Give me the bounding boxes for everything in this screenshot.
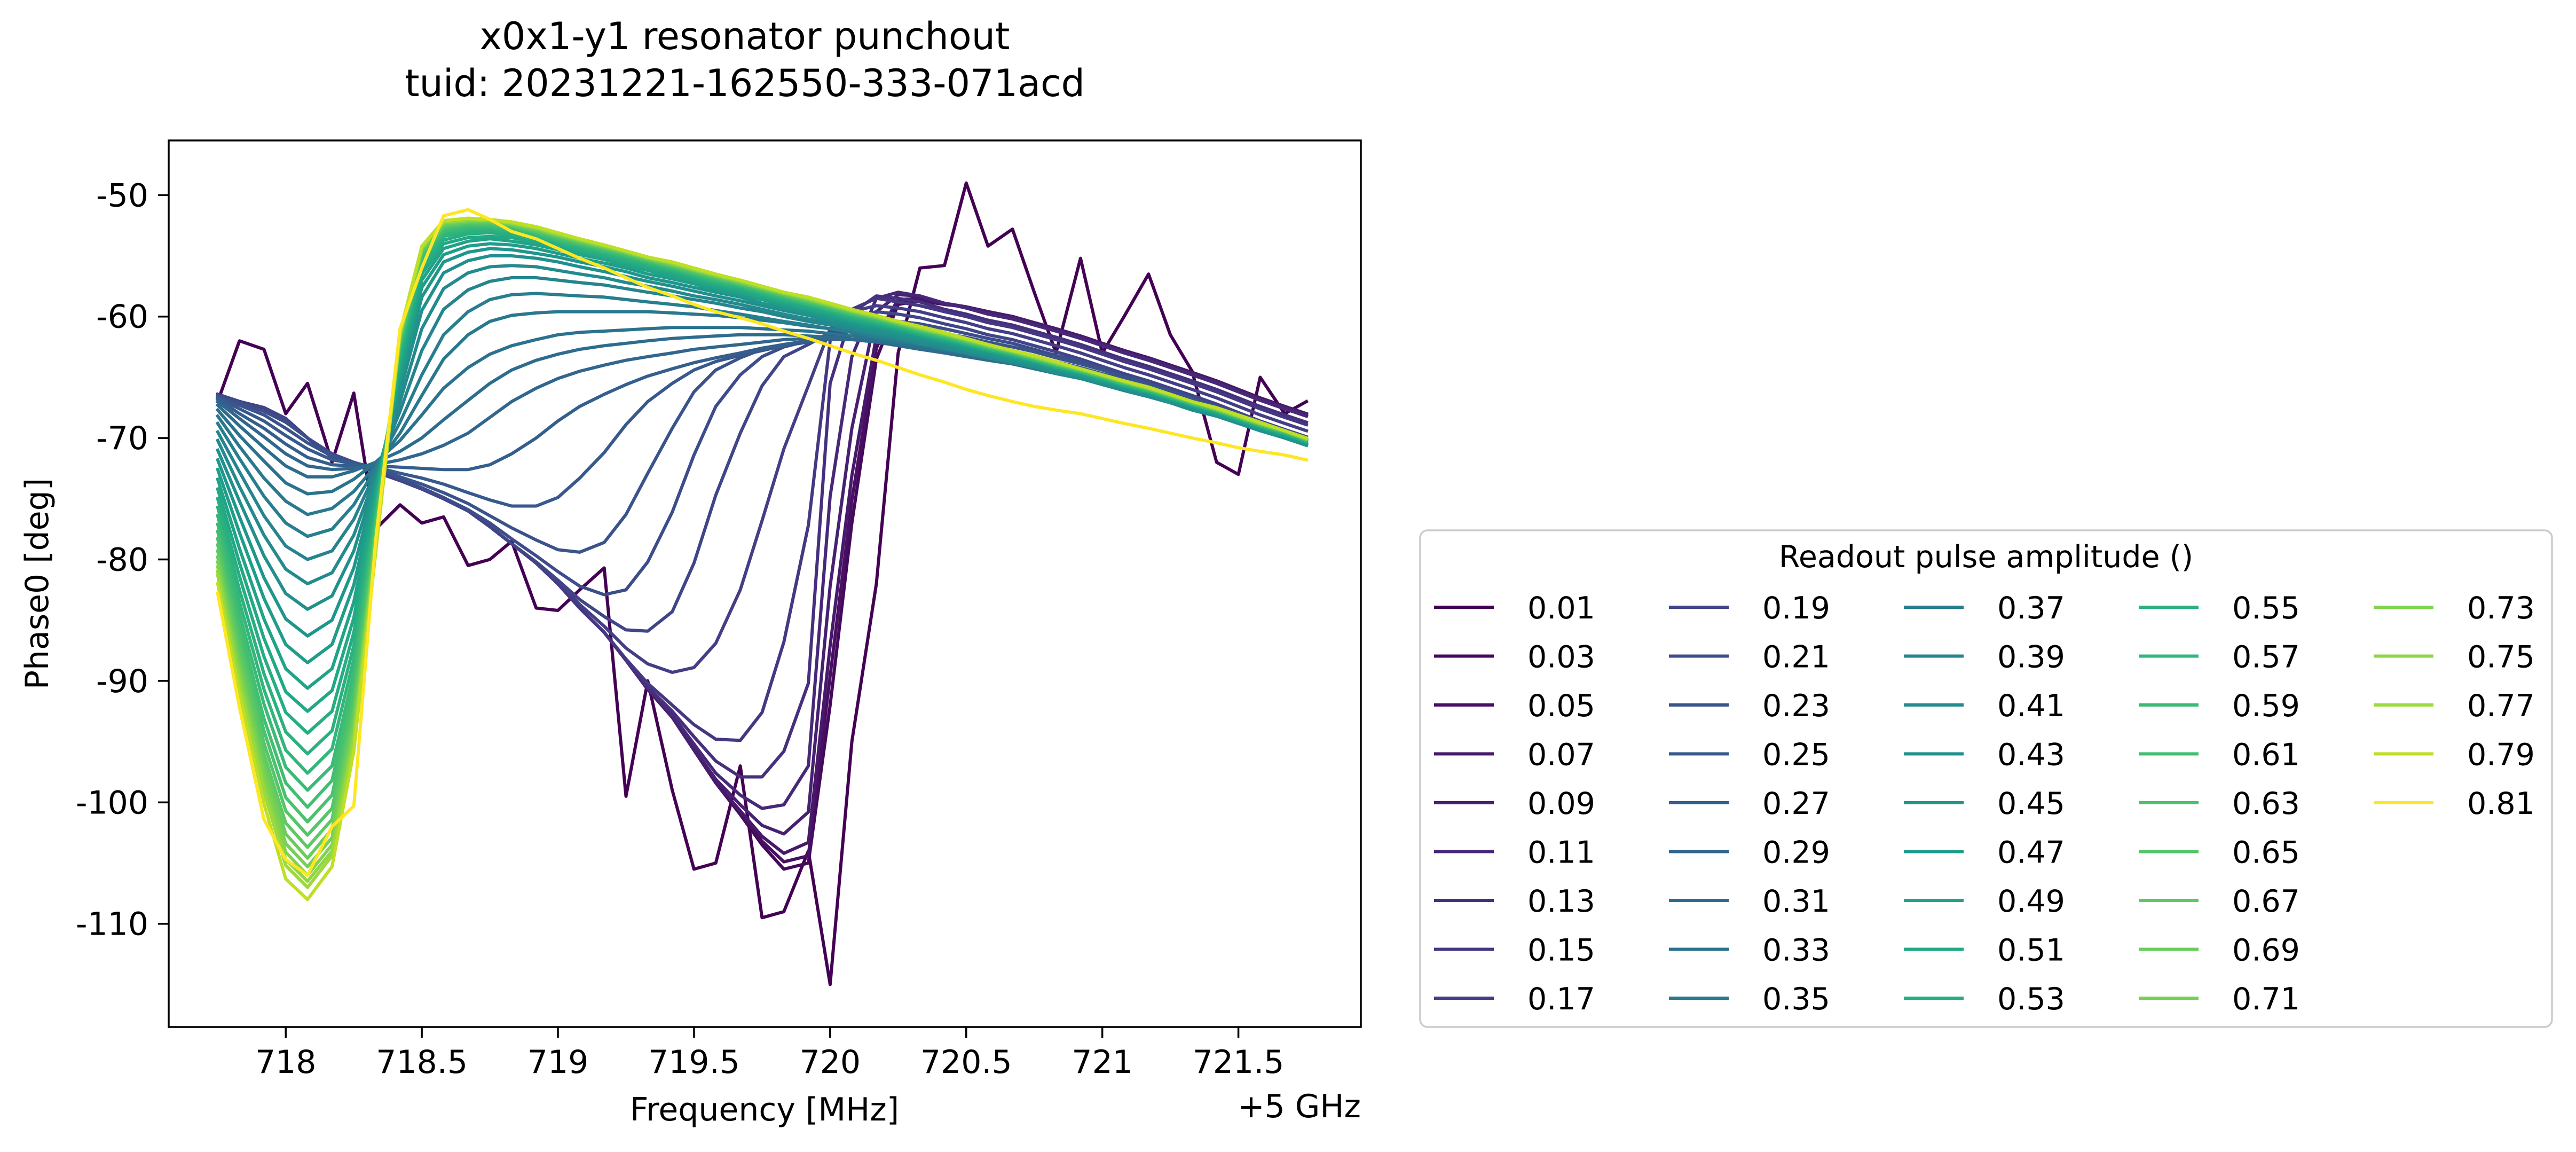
legend-label: 0.77 xyxy=(2467,688,2535,724)
legend-label: 0.55 xyxy=(2232,591,2300,626)
legend-label: 0.43 xyxy=(1997,738,2065,773)
legend-label: 0.59 xyxy=(2232,688,2300,724)
legend-title: Readout pulse amplitude () xyxy=(1779,539,2193,575)
y-axis: -50 -60 -70 -80 -90 -100 -110 xyxy=(76,177,169,943)
legend-label: 0.47 xyxy=(1997,835,2065,871)
legend-items: 0.01 0.03 0.05 0.07 0.09 0.11 0.13 0.15 0.17 0.19… xyxy=(1434,591,2535,1017)
legend-label: 0.29 xyxy=(1762,835,1830,871)
x-tick-label: 720.5 xyxy=(920,1044,1012,1081)
legend-label: 0.23 xyxy=(1762,688,1830,724)
legend-label: 0.49 xyxy=(1997,884,2065,919)
legend-label: 0.07 xyxy=(1527,738,1595,773)
y-tick-label: -80 xyxy=(96,542,148,579)
legend-label: 0.05 xyxy=(1527,688,1595,724)
plot-frame xyxy=(168,139,1362,1028)
series-line xyxy=(215,181,1309,986)
x-tick-label: 721 xyxy=(1072,1044,1133,1081)
legend: Readout pulse amplitude () 0.010.030.050… xyxy=(1419,529,2553,1028)
chart-title: x0x1-y1 resonator punchout xyxy=(480,14,1010,58)
legend-label: 0.15 xyxy=(1527,933,1595,968)
series-lines xyxy=(215,181,1309,986)
legend-label: 0.21 xyxy=(1762,640,1830,675)
y-tick-label: -100 xyxy=(76,784,148,821)
legend-label: 0.27 xyxy=(1762,786,1830,821)
legend-label: 0.09 xyxy=(1527,786,1595,821)
legend-label: 0.37 xyxy=(1997,591,2065,626)
y-tick-label: -90 xyxy=(96,663,148,700)
legend-label: 0.63 xyxy=(2232,786,2300,821)
y-tick-label: -60 xyxy=(96,299,148,336)
x-tick-label: 719.5 xyxy=(648,1044,740,1081)
legend-label: 0.25 xyxy=(1762,738,1830,773)
series-line xyxy=(216,208,1309,877)
legend-label: 0.39 xyxy=(1997,640,2065,675)
legend-label: 0.11 xyxy=(1527,835,1595,871)
legend-label: 0.71 xyxy=(2232,982,2300,1017)
legend-label: 0.57 xyxy=(2232,640,2300,675)
x-tick-label: 721.5 xyxy=(1193,1044,1285,1081)
x-tick-label: 718 xyxy=(255,1044,317,1081)
x-tick-label: 720 xyxy=(800,1044,861,1081)
legend-label: 0.17 xyxy=(1527,982,1595,1017)
legend-label: 0.13 xyxy=(1527,884,1595,919)
legend-label: 0.81 xyxy=(2467,786,2535,821)
legend-label: 0.33 xyxy=(1762,933,1830,968)
x-offset-label: +5 GHz xyxy=(1238,1088,1361,1125)
legend-label: 0.31 xyxy=(1762,884,1830,919)
legend-label: 0.03 xyxy=(1527,640,1595,675)
y-tick-label: -50 xyxy=(96,177,148,214)
y-tick-label: -110 xyxy=(76,906,148,943)
legend-label: 0.69 xyxy=(2232,933,2300,968)
legend-label: 0.67 xyxy=(2232,884,2300,919)
legend-label: 0.73 xyxy=(2467,591,2535,626)
x-tick-label: 718.5 xyxy=(376,1044,468,1081)
x-axis-label: Frequency [MHz] xyxy=(630,1091,899,1129)
y-tick-label: -70 xyxy=(96,420,148,457)
legend-label: 0.79 xyxy=(2467,738,2535,773)
y-axis-label: Phase0 [deg] xyxy=(19,478,56,689)
legend-label: 0.41 xyxy=(1997,688,2065,724)
x-axis: 718 718.5 719 719.5 720 720.5 721 721.5 xyxy=(255,1027,1285,1081)
legend-label: 0.51 xyxy=(1997,933,2065,968)
legend-label: 0.61 xyxy=(2232,738,2300,773)
legend-label: 0.01 xyxy=(1527,591,1595,626)
legend-label: 0.19 xyxy=(1762,591,1830,626)
legend-label: 0.65 xyxy=(2232,835,2300,871)
x-tick-label: 719 xyxy=(527,1044,589,1081)
plot-area xyxy=(168,139,1362,1028)
chart-subtitle: tuid: 20231221-162550-333-071acd xyxy=(405,61,1085,105)
legend-label: 0.45 xyxy=(1997,786,2065,821)
legend-label: 0.53 xyxy=(1997,982,2065,1017)
legend-label: 0.35 xyxy=(1762,982,1830,1017)
legend-label: 0.75 xyxy=(2467,640,2535,675)
